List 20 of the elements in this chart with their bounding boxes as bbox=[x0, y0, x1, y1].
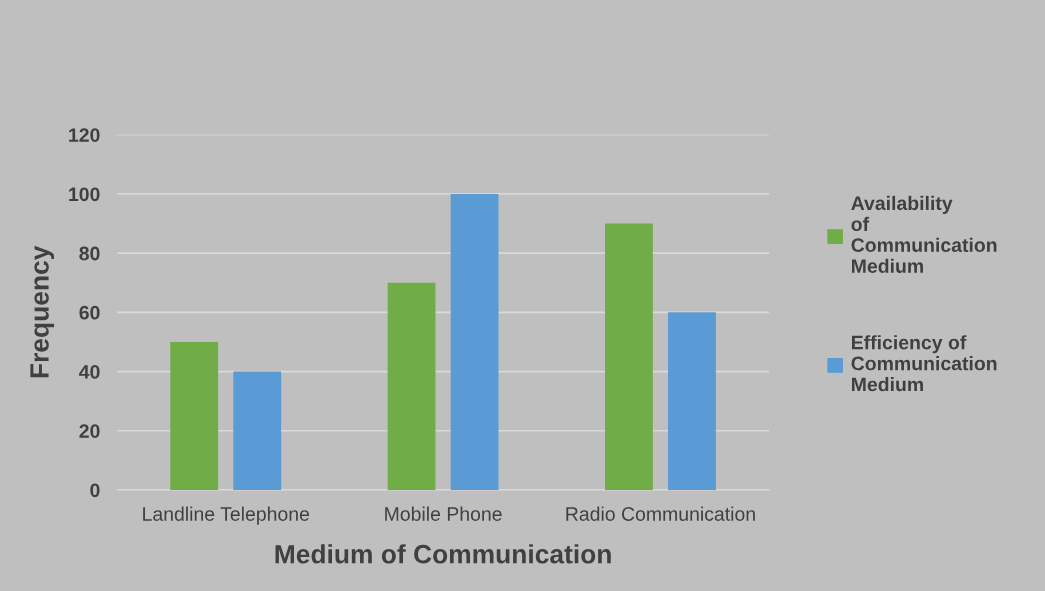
y-tick-label: 60 bbox=[79, 305, 100, 320]
x-axis-title: Medium of Communication bbox=[275, 544, 611, 564]
legend-label: Efficiency of Communication Medium bbox=[851, 335, 997, 392]
x-tick-label: Mobile Phone bbox=[385, 506, 502, 521]
bar bbox=[668, 312, 716, 490]
bar bbox=[605, 223, 653, 490]
y-tick-label: 40 bbox=[79, 365, 100, 379]
bar bbox=[170, 341, 219, 490]
bar bbox=[450, 193, 499, 490]
y-axis-title: Frequency bbox=[30, 245, 55, 378]
y-tick-label: 80 bbox=[79, 246, 100, 261]
x-tick-label: Radio Communication bbox=[566, 506, 755, 521]
y-tick-label: 0 bbox=[90, 483, 100, 498]
y-tick-label: 120 bbox=[69, 128, 100, 142]
y-tick-label: 20 bbox=[79, 424, 100, 438]
y-tick-label: 100 bbox=[69, 187, 100, 202]
legend-label: Availability of Communication Medium bbox=[851, 195, 997, 273]
bar bbox=[233, 371, 282, 490]
x-tick-label: Landline Telephone bbox=[143, 506, 310, 525]
bar bbox=[387, 282, 436, 490]
